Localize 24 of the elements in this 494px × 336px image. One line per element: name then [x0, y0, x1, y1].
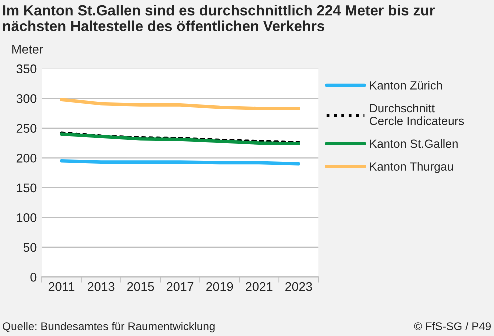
- y-tick-label: 0: [30, 273, 37, 282]
- legend-label: Kanton Zürich: [370, 81, 442, 90]
- text: © FfS-SG / P49: [414, 322, 492, 330]
- line-series: [60, 98, 301, 110]
- legend-label: Kanton St.Gallen: [370, 139, 458, 148]
- y-tick-label: 200: [16, 154, 37, 163]
- x-tick-label: 2021: [246, 282, 273, 292]
- source-note: Quelle: Bundesamtes für Raumentwicklung: [2, 322, 215, 333]
- x-tick-label: 2019: [206, 282, 234, 292]
- x-tick-label: 2017: [167, 282, 194, 292]
- legend-label: Durchschnitt Cercle Indicateurs: [370, 104, 464, 126]
- y-axis-title: Meter: [12, 45, 44, 54]
- y-tick-label: 100: [17, 213, 37, 222]
- y-tick-label: 50: [24, 243, 37, 252]
- x-tick-label: 2013: [88, 282, 115, 292]
- chart-title: Im Kanton St.Gallen sind es durchschnittlich 224 Meter bis zur nächsten Haltestelle des öffentlichen Verkehrs: [3, 5, 435, 32]
- x-tick-label: 2015: [128, 282, 154, 292]
- y-tick-label: 350: [16, 64, 37, 74]
- legend-label: Kanton Thurgau: [370, 162, 454, 174]
- x-tick-label: 2011: [48, 282, 75, 292]
- y-tick-label: 150: [17, 184, 37, 193]
- x-tick-label: 2023: [286, 282, 312, 292]
- y-tick-label: 300: [16, 94, 37, 104]
- y-tick-label: 250: [16, 124, 37, 134]
